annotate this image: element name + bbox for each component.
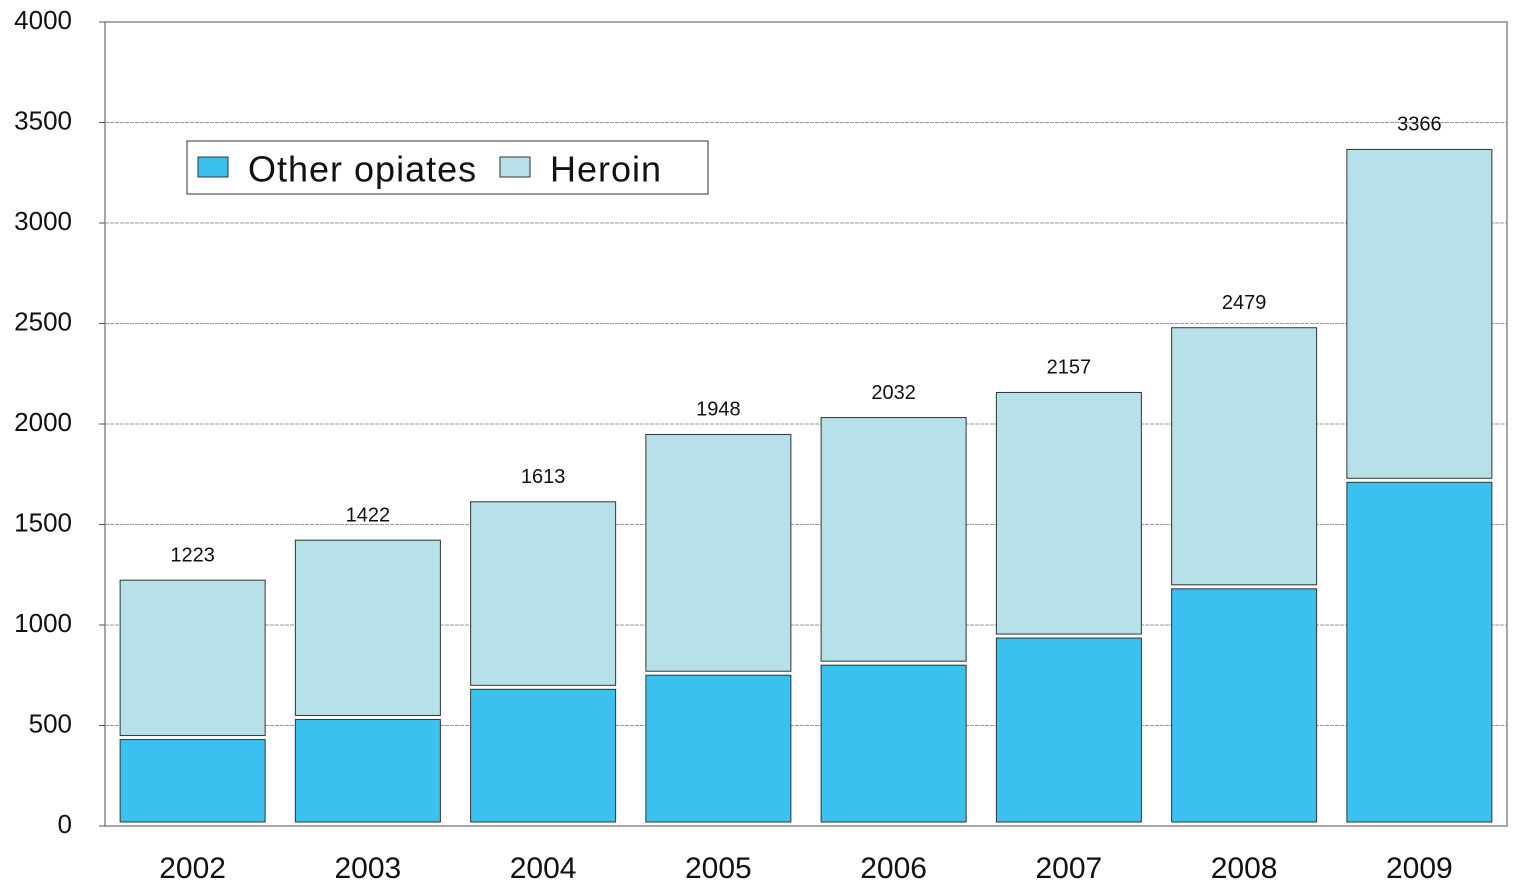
x-tick-label: 2007: [1036, 852, 1103, 885]
bar-segment: [995, 637, 1142, 823]
total-label: 1948: [696, 399, 741, 421]
y-tick-label: 1000: [14, 608, 72, 638]
bar-segment: [645, 674, 792, 823]
x-tick-label: 2003: [335, 852, 402, 885]
y-tick-label: 0: [58, 809, 72, 839]
x-tick-label: 2005: [685, 852, 752, 885]
total-label: 1223: [170, 544, 215, 566]
bar-segment: [995, 391, 1142, 635]
total-label: 3366: [1397, 114, 1442, 136]
bar-segment: [645, 433, 792, 672]
total-label: 2032: [871, 382, 916, 404]
y-tick-label: 3500: [14, 105, 72, 135]
bar-segment: [470, 688, 617, 823]
y-tick-label: 2500: [14, 306, 72, 336]
x-tick-label: 2008: [1211, 852, 1278, 885]
legend-swatch: [197, 156, 229, 178]
y-tick-label: 4000: [14, 5, 72, 35]
legend-label: Other opiates: [248, 149, 477, 190]
x-tick-label: 2006: [860, 852, 927, 885]
bar-segment: [1171, 327, 1318, 586]
legend-label: Heroin: [550, 149, 662, 190]
bar-segment: [820, 417, 967, 662]
y-tick-label: 1500: [14, 507, 72, 537]
y-tick-label: 500: [29, 708, 72, 738]
legend-swatch: [499, 156, 531, 178]
bar-segment: [1346, 148, 1493, 479]
bar-segment: [1346, 481, 1493, 823]
bar-segment: [294, 718, 441, 823]
total-label: 1422: [346, 504, 391, 526]
x-tick-label: 2002: [159, 852, 226, 885]
total-label: 2479: [1222, 292, 1267, 314]
legend-box: [186, 140, 709, 195]
y-tick-label: 2000: [14, 407, 72, 437]
total-label: 1613: [521, 466, 566, 488]
y-tick-label: 3000: [14, 206, 72, 236]
x-tick-label: 2009: [1386, 852, 1453, 885]
x-tick-label: 2004: [510, 852, 577, 885]
bar-segment: [1171, 588, 1318, 823]
total-label: 2157: [1047, 357, 1092, 379]
bar-segment: [294, 539, 441, 716]
bar-segment: [119, 739, 266, 823]
bar-segment: [470, 501, 617, 686]
bar-segment: [119, 579, 266, 737]
bar-segment: [820, 664, 967, 823]
